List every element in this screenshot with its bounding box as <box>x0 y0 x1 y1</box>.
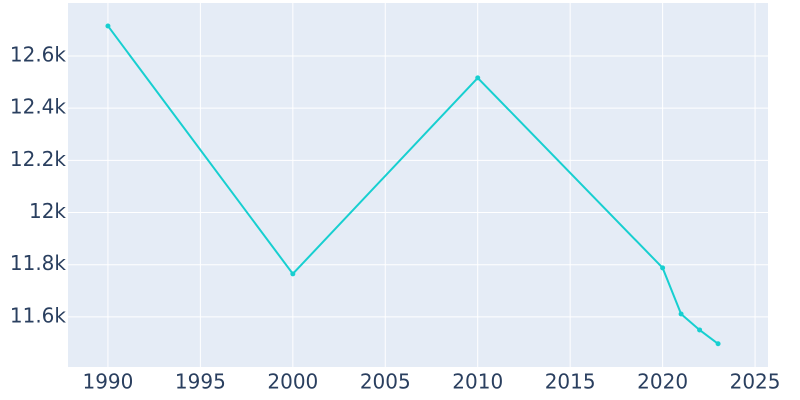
x-tick-label: 2020 <box>637 370 688 394</box>
y-tick-label: 11.8k <box>10 251 67 275</box>
y-tick-label: 12k <box>29 199 66 223</box>
x-tick-label: 2000 <box>267 370 318 394</box>
marker <box>105 23 111 29</box>
marker <box>475 75 481 81</box>
x-tick-label: 2005 <box>360 370 411 394</box>
y-tick-label: 12.4k <box>10 95 67 119</box>
marker <box>290 271 296 277</box>
y-tick-label: 11.6k <box>10 303 67 327</box>
x-tick-label: 1995 <box>175 370 226 394</box>
x-tick-label: 2015 <box>545 370 596 394</box>
x-tick-label: 2010 <box>452 370 503 394</box>
marker <box>678 311 684 317</box>
x-tick-label: 1990 <box>82 370 133 394</box>
x-tick-label: 2025 <box>730 370 781 394</box>
y-tick-label: 12.2k <box>10 147 67 171</box>
marker <box>660 265 666 271</box>
y-tick-label: 12.6k <box>10 42 67 66</box>
plot-area <box>68 3 768 367</box>
marker <box>697 327 703 333</box>
marker <box>715 341 721 347</box>
